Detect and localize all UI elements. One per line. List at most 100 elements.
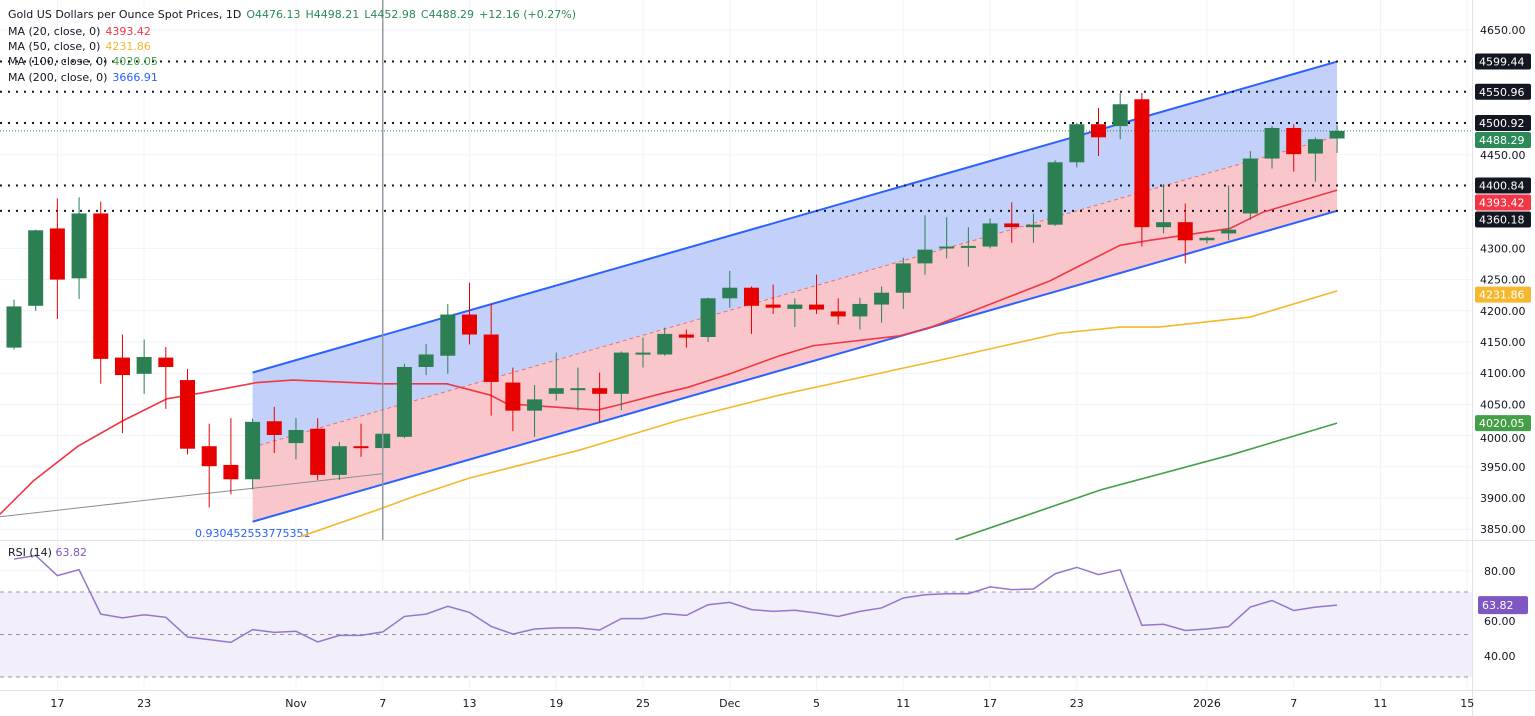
ma200-legend[interactable]: MA (200, close, 0) 3666.91 xyxy=(8,71,163,85)
candle xyxy=(657,327,673,356)
price-label-badge xyxy=(1475,132,1531,149)
candle-body xyxy=(1329,130,1345,139)
time-tick-label: Nov xyxy=(285,697,307,710)
candle-body xyxy=(180,380,196,449)
channel-lower-fill xyxy=(252,136,1338,522)
channel-midline xyxy=(252,135,1338,448)
price-tick-label: 4300.00 xyxy=(1480,242,1526,255)
candle xyxy=(266,406,282,454)
price-tick-label: 4450.00 xyxy=(1480,149,1526,162)
candle xyxy=(158,346,174,409)
candle-body xyxy=(6,306,22,348)
ma200-value: 3666.91 xyxy=(112,71,158,84)
candle-body xyxy=(765,304,781,308)
candle-body xyxy=(1177,222,1193,241)
symbol-legend: Gold US Dollars per Ounce Spot Prices, 1… xyxy=(8,8,581,22)
rsi-tick-label: 80.00 xyxy=(1484,565,1516,578)
candle-body xyxy=(483,334,499,382)
candle xyxy=(49,198,65,319)
price-label-text: 4488.29 xyxy=(1479,134,1525,147)
price-tick-label: 4000.00 xyxy=(1480,432,1526,445)
candle-body xyxy=(28,230,44,306)
candle xyxy=(1264,126,1280,169)
price-label-badge xyxy=(1475,194,1531,211)
candle xyxy=(1177,203,1193,264)
rsi-value-badge xyxy=(1478,596,1528,615)
candle-body xyxy=(678,334,694,338)
candle xyxy=(353,423,369,457)
candle-body xyxy=(1047,162,1063,225)
candle-body xyxy=(49,228,65,280)
price-tick-label: 4650.00 xyxy=(1480,24,1526,37)
candle xyxy=(635,337,651,368)
candle-body xyxy=(1221,229,1237,234)
candle-body xyxy=(830,311,846,317)
ma100-legend[interactable]: MA (100, close, 0) 4020.05 xyxy=(8,55,163,69)
candle xyxy=(1307,137,1323,182)
candle-body xyxy=(1004,223,1020,228)
trend-line-label: 0.930452553775351 xyxy=(195,527,310,540)
candle-body xyxy=(245,421,261,480)
open-value: O4476.13 xyxy=(246,8,301,21)
rsi-pane[interactable] xyxy=(0,554,1472,678)
candle xyxy=(678,329,694,348)
candle-body xyxy=(657,333,673,355)
candle xyxy=(136,339,152,394)
candle xyxy=(527,385,543,437)
candle-body xyxy=(809,304,825,310)
candle-body xyxy=(895,263,911,293)
time-tick-label: 5 xyxy=(813,697,820,710)
price-label-badge xyxy=(1475,286,1531,303)
ma50-label: MA (50, close, 0) xyxy=(8,40,101,53)
time-tick-label: 11 xyxy=(896,697,910,710)
candle-body xyxy=(440,314,456,356)
rsi-value-text: 63.82 xyxy=(1482,599,1514,612)
candle-body xyxy=(939,246,955,249)
price-label-badge xyxy=(1475,211,1531,228)
rsi-legend[interactable]: RSI (14) 63.82 xyxy=(8,546,87,559)
candle-body xyxy=(1242,158,1258,214)
candle xyxy=(505,367,521,432)
candle-body xyxy=(852,303,868,317)
candle-body xyxy=(570,388,586,391)
price-tick-label: 4150.00 xyxy=(1480,336,1526,349)
low-value: L4452.98 xyxy=(364,8,416,21)
candle-body xyxy=(461,314,477,335)
candle xyxy=(570,367,586,411)
candle xyxy=(613,351,629,411)
main-pane[interactable]: 0.930452553775351 xyxy=(0,60,1472,540)
candle xyxy=(396,363,412,439)
price-tick-label: 4050.00 xyxy=(1480,398,1526,411)
price-label-text: 4550.96 xyxy=(1479,86,1525,99)
price-label-text: 4231.86 xyxy=(1479,289,1525,302)
price-label-text: 4400.84 xyxy=(1479,179,1525,192)
time-tick-label: 2026 xyxy=(1193,697,1221,710)
candle xyxy=(1156,184,1172,234)
candle-body xyxy=(418,354,434,367)
time-tick-label: 7 xyxy=(1290,697,1297,710)
time-tick-label: Dec xyxy=(719,697,740,710)
candle xyxy=(28,229,44,311)
candle-body xyxy=(917,249,933,264)
candle-body xyxy=(310,428,326,475)
candle xyxy=(1199,236,1215,244)
candle xyxy=(592,372,608,422)
price-tick-label: 3950.00 xyxy=(1480,461,1526,474)
candle-body xyxy=(1156,222,1172,228)
time-tick-label: 25 xyxy=(636,697,650,710)
ma20-legend[interactable]: MA (20, close, 0) 4393.42 xyxy=(8,25,156,39)
candle xyxy=(1134,93,1150,247)
price-label-badge xyxy=(1475,83,1531,100)
candle-body xyxy=(1069,124,1085,163)
candle-body xyxy=(613,352,629,394)
candle-body xyxy=(1264,127,1280,159)
candle xyxy=(1242,151,1258,220)
candle-body xyxy=(114,357,130,376)
candle xyxy=(1069,122,1085,168)
close-value: C4488.29 xyxy=(420,8,475,21)
candle xyxy=(787,298,803,328)
candle-body xyxy=(71,213,87,279)
ma50-legend[interactable]: MA (50, close, 0) 4231.86 xyxy=(8,40,156,54)
